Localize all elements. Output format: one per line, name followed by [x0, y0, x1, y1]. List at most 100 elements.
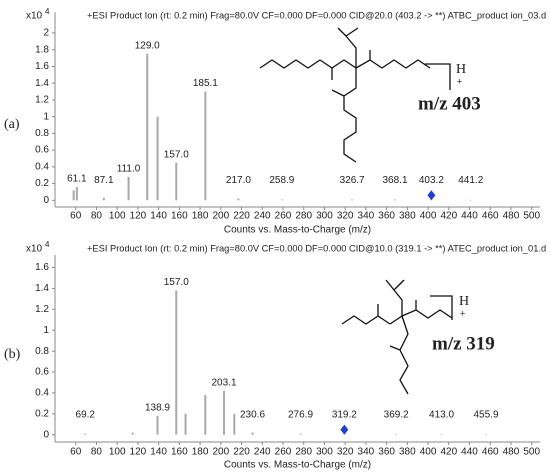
bracket	[430, 295, 453, 320]
x-tick-label: 460	[482, 211, 499, 222]
x-tick-label: 240	[254, 447, 271, 458]
y-tick-label: 0.8	[35, 128, 49, 139]
x-tick-label: 300	[316, 447, 333, 458]
bracket	[425, 63, 451, 90]
bond	[399, 315, 409, 395]
peak-label: 157.0	[164, 149, 189, 160]
x-tick-label: 60	[70, 211, 82, 222]
annotation: m/z 319	[432, 333, 495, 354]
bond	[343, 68, 357, 163]
y-scale-exponent: 4	[45, 7, 50, 16]
x-tick-label: 100	[109, 211, 126, 222]
x-tick-label: 140	[150, 447, 167, 458]
y-scale-exponent: 4	[45, 240, 50, 249]
bond	[345, 35, 357, 68]
x-tick-label: 80	[91, 211, 103, 222]
peak-label: 129.0	[135, 40, 160, 51]
x-tick-label: 300	[316, 211, 333, 222]
y-tick-label: 1.2	[35, 95, 49, 106]
peak-label: 87.1	[94, 175, 114, 186]
peak-label: 217.0	[226, 175, 251, 186]
bond	[355, 59, 431, 69]
y-tick-label: 1.2	[35, 304, 49, 315]
y-tick-label: 0.6	[35, 367, 49, 378]
bond	[337, 27, 347, 37]
y-tick-label: 1.4	[35, 283, 49, 294]
x-tick-label: 160	[171, 447, 188, 458]
precursor-marker	[427, 190, 436, 201]
peak-label: 276.9	[288, 409, 313, 420]
x-tick-label: 140	[150, 211, 167, 222]
panel-label: (b)	[4, 347, 21, 362]
bond	[389, 289, 403, 325]
x-tick-label: 480	[503, 447, 520, 458]
peak-label: 157.0	[164, 277, 189, 288]
x-axis-label: Counts vs. Mass-to-Charge (m/z)	[224, 225, 371, 236]
x-tick-label: 160	[171, 211, 188, 222]
x-tick-label: 120	[130, 211, 147, 222]
x-tick-label: 440	[461, 211, 478, 222]
peak-label: 203.1	[212, 377, 237, 388]
peak-label: 258.9	[269, 175, 294, 186]
x-tick-label: 80	[91, 447, 103, 458]
x-tick-label: 240	[254, 211, 271, 222]
y-tick-label: 0.2	[35, 408, 49, 419]
x-tick-label: 420	[440, 211, 457, 222]
peak-label: 230.6	[240, 409, 265, 420]
bond	[393, 279, 405, 291]
y-tick-label: 0.4	[35, 388, 49, 399]
peak-label: 455.9	[473, 409, 498, 420]
x-tick-label: 100	[109, 447, 126, 458]
y-tick-label: 1.4	[35, 78, 49, 89]
x-tick-label: 460	[482, 447, 499, 458]
precursor-marker	[340, 424, 349, 435]
peak-label: 138.9	[145, 403, 170, 414]
bond	[401, 309, 453, 319]
x-tick-label: 220	[233, 447, 250, 458]
molecule-b	[341, 279, 453, 395]
annotation: m/z 403	[418, 93, 481, 114]
bond	[385, 279, 395, 291]
x-tick-label: 280	[295, 447, 312, 458]
x-tick-label: 500	[523, 447, 540, 458]
x-tick-label: 260	[275, 447, 292, 458]
x-tick-label: 280	[295, 211, 312, 222]
charge-label: +	[457, 76, 462, 86]
ion-label: H	[456, 62, 466, 77]
peak-label: 441.2	[458, 175, 483, 186]
bond	[331, 89, 345, 97]
peak-label: 319.2	[332, 409, 357, 420]
y-tick-label: 1.6	[35, 61, 49, 72]
x-tick-label: 200	[212, 211, 229, 222]
x-tick-label: 220	[233, 211, 250, 222]
x-tick-label: 440	[461, 447, 478, 458]
x-tick-label: 260	[275, 211, 292, 222]
x-tick-label: 180	[192, 447, 209, 458]
bond	[389, 345, 401, 351]
y-tick-label: 0.6	[35, 145, 49, 156]
x-tick-label: 380	[399, 211, 416, 222]
y-tick-label: 0.2	[35, 178, 49, 189]
x-tick-label: 360	[378, 211, 395, 222]
peak-label: 185.1	[193, 78, 218, 89]
bond	[319, 59, 357, 69]
x-tick-label: 180	[192, 211, 209, 222]
x-tick-label: 120	[130, 447, 147, 458]
x-tick-label: 360	[378, 447, 395, 458]
x-tick-label: 480	[503, 211, 520, 222]
x-tick-label: 200	[212, 447, 229, 458]
y-scale-label: x10	[26, 11, 43, 22]
x-tick-label: 340	[358, 447, 375, 458]
y-tick-label: 1	[43, 111, 49, 122]
bond	[345, 27, 359, 37]
peak-label: 111.0	[117, 164, 141, 175]
x-tick-label: 340	[358, 211, 375, 222]
x-tick-label: 400	[420, 211, 437, 222]
x-tick-label: 500	[523, 211, 540, 222]
chart-title: +ESI Product Ion (rt: 0.2 min) Frag=80.0…	[87, 243, 546, 253]
peak-label: 61.1	[67, 174, 87, 185]
y-tick-label: 0	[43, 429, 49, 440]
x-tick-label: 60	[70, 447, 82, 458]
chart-title: +ESI Product Ion (rt: 0.2 min) Frag=80.0…	[87, 10, 546, 20]
